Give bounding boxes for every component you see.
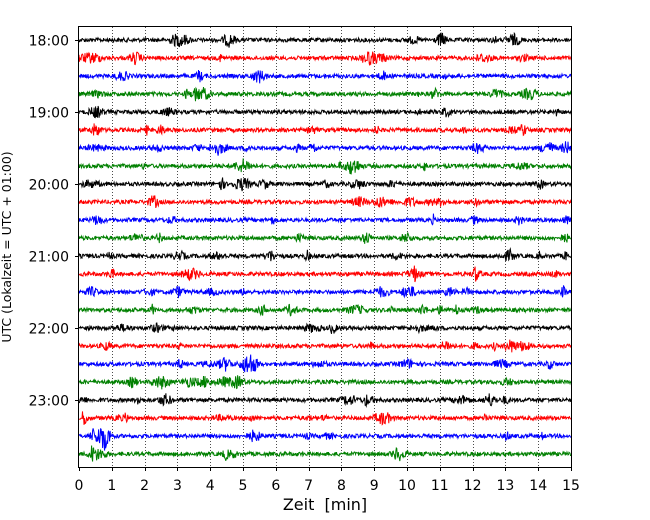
seismogram-trace: [78, 303, 572, 317]
seismogram-trace: [78, 247, 572, 262]
x-tick-label: 10: [398, 478, 416, 494]
seismogram-trace: [78, 322, 572, 335]
seismogram-trace: [78, 354, 572, 373]
x-tick-label: 8: [337, 478, 346, 494]
seismogram-trace: [78, 158, 572, 175]
x-tick-label: 15: [562, 478, 580, 494]
seismogram-trace: [78, 339, 572, 353]
x-tick-label: 9: [370, 478, 379, 494]
plot-frame: [78, 26, 572, 468]
y-axis-ticks: 18:00 19:00 20:00 21:00 22:00 23:00: [29, 34, 79, 410]
grid-lines: [112, 27, 539, 467]
x-tick-label: 14: [529, 478, 547, 494]
seismogram-trace: [78, 69, 572, 84]
y-tick-label: 22:00: [29, 322, 69, 338]
seismogram-traces: [78, 31, 572, 462]
x-tick-label: 1: [107, 478, 116, 494]
x-tick-label: 13: [496, 478, 514, 494]
seismogram-trace: [78, 231, 572, 244]
y-tick-label: 19:00: [29, 106, 69, 122]
y-tick-label: 18:00: [29, 34, 69, 50]
x-axis-label: Zeit [min]: [283, 495, 367, 514]
y-tick-label: 23:00: [29, 394, 69, 410]
seismogram-trace: [78, 411, 572, 426]
seismogram-trace: [78, 141, 572, 156]
x-tick-label: 12: [464, 478, 482, 494]
seismogram-trace: [78, 428, 572, 451]
seismogram-trace: [78, 177, 572, 192]
x-tick-label: 5: [239, 478, 248, 494]
seismogram-trace: [78, 123, 572, 137]
seismogram-trace: [78, 31, 572, 48]
x-tick-label: 2: [140, 478, 149, 494]
x-tick-label: 7: [304, 478, 313, 494]
seismogram-trace: [78, 105, 572, 119]
y-axis-label: UTC (Lokalzeit = UTC + 01:00): [0, 151, 14, 342]
x-tick-label: 6: [271, 478, 280, 494]
seismogram-trace: [78, 445, 571, 462]
x-tick-label: 3: [173, 478, 182, 494]
seismogram-trace: [78, 285, 572, 299]
seismogram-trace: [78, 393, 572, 408]
seismogram-trace: [78, 213, 572, 226]
seismogram-trace: [78, 51, 572, 66]
x-axis-ticks: 0 1 2 3 4 5 6 7 8 9 10 11 12 13 14 15: [75, 467, 580, 494]
seismogram-trace: [78, 195, 572, 209]
x-tick-label: 11: [431, 478, 449, 494]
seismogram-trace: [78, 375, 572, 390]
y-tick-label: 21:00: [29, 250, 69, 266]
seismogram-trace: [78, 86, 572, 102]
x-tick-label: 4: [206, 478, 215, 494]
x-tick-label: 0: [75, 478, 84, 494]
y-tick-label: 20:00: [29, 178, 69, 194]
seismogram-trace: [78, 265, 572, 283]
